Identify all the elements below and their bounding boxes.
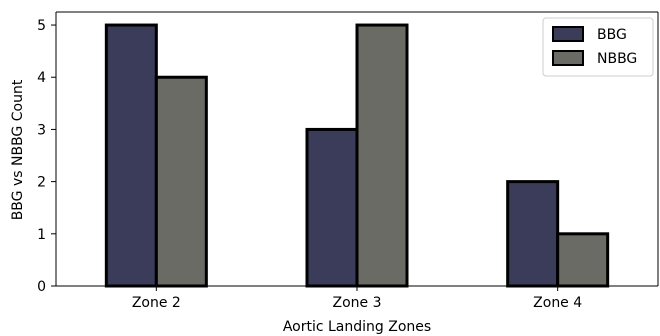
x-tick-label: Zone 4 <box>533 295 582 311</box>
x-tick-label: Zone 2 <box>132 295 181 311</box>
bar-nbbg-zone-3 <box>355 23 409 288</box>
legend-label-nbbg: NBBG <box>597 51 637 67</box>
y-axis-label: BBG vs NBBG Count <box>10 79 26 220</box>
y-tick-label: 3 <box>37 122 46 138</box>
legend: BBG NBBG <box>542 17 654 77</box>
legend-swatch-bbg <box>552 26 584 42</box>
y-tick-label: 5 <box>37 18 46 34</box>
bar-bbg-zone-4 <box>506 180 560 288</box>
x-tick-label: Zone 3 <box>333 295 382 311</box>
bar-bbg-zone-3 <box>305 127 359 288</box>
y-tick-label: 1 <box>37 227 46 243</box>
y-tick-label: 4 <box>37 70 46 86</box>
y-tick-label: 2 <box>37 175 46 191</box>
bar-bbg-zone-2 <box>104 23 158 288</box>
legend-swatch-nbbg <box>552 50 584 66</box>
y-tick-label: 0 <box>37 279 46 295</box>
legend-label-bbg: BBG <box>597 27 627 43</box>
x-axis-label: Aortic Landing Zones <box>283 319 431 335</box>
bar-nbbg-zone-4 <box>556 232 610 288</box>
bar-nbbg-zone-2 <box>154 75 208 288</box>
plot-area: 0 1 2 3 4 5 Zone 2 Zone 3 Zone 4 <box>37 11 659 311</box>
